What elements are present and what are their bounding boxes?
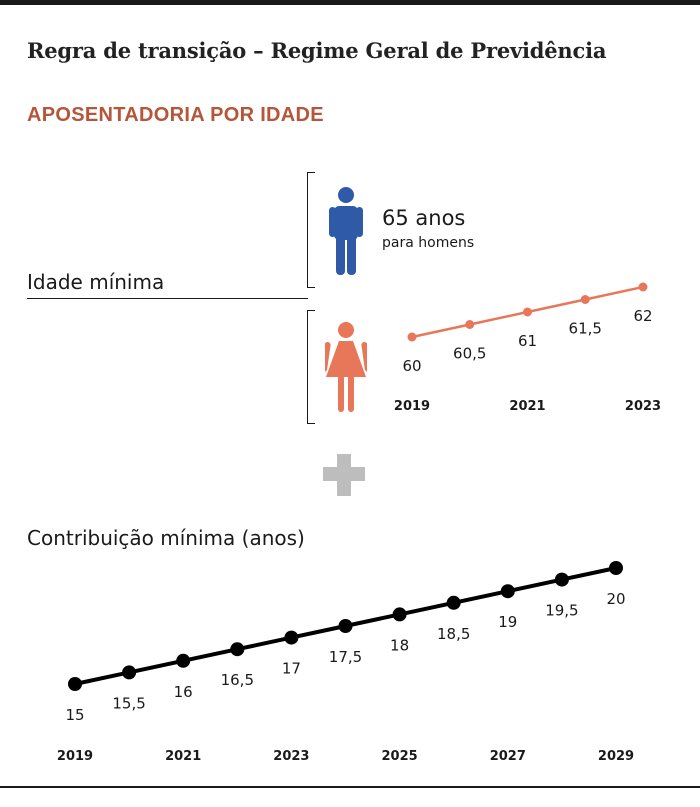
contrib-x-tick-label: 2027 — [490, 749, 526, 764]
women-x-tick-label: 2021 — [509, 399, 545, 414]
women-data-label: 61,5 — [569, 320, 602, 338]
contrib-point — [338, 619, 353, 633]
contrib-point — [230, 642, 245, 657]
contrib-data-label: 18,5 — [437, 625, 470, 643]
men-age: 65 anos — [382, 206, 466, 230]
contrib-x-tick-label: 2021 — [165, 749, 201, 764]
contrib-data-label: 19,5 — [545, 602, 578, 620]
women-x-tick-label: 2019 — [394, 399, 430, 414]
idade-minima-label: Idade mínima — [27, 270, 165, 294]
women-point — [407, 332, 417, 342]
contrib-x-tick-label: 2019 — [57, 749, 93, 764]
contrib-data-label: 15,5 — [112, 694, 145, 712]
contrib-data-label: 17 — [282, 660, 301, 678]
contrib-point — [500, 584, 515, 599]
contrib-data-label: 16 — [174, 683, 193, 701]
bottom-rule — [0, 786, 700, 788]
contrib-point — [554, 572, 569, 587]
contrib-point — [176, 653, 191, 668]
page-title: Regra de transição – Regime Geral de Pre… — [27, 38, 607, 63]
idade-divider — [27, 298, 308, 299]
contrib-point — [609, 561, 623, 575]
contrib-x-tick-label: 2029 — [598, 749, 634, 764]
contrib-point — [284, 630, 299, 645]
contrib-point — [446, 595, 461, 610]
top-rule — [0, 0, 700, 5]
women-bracket — [307, 310, 315, 424]
men-subtitle: para homens — [382, 235, 475, 251]
contrib-data-label: 17,5 — [329, 648, 362, 666]
man-icon — [328, 186, 364, 276]
contrib-data-label: 15 — [65, 706, 84, 724]
contrib-data-label: 18 — [390, 636, 409, 654]
women-x-tick-label: 2023 — [625, 399, 661, 414]
women-data-label: 61 — [518, 332, 537, 350]
contrib-point — [68, 677, 82, 691]
contrib-point — [392, 607, 407, 622]
women-point — [465, 320, 475, 329]
contrib-data-label: 20 — [606, 590, 625, 608]
contrib-data-label: 19 — [498, 613, 517, 631]
contrib-data-label: 16,5 — [221, 671, 254, 689]
contrib-x-tick-label: 2023 — [273, 749, 309, 764]
contrib-point — [122, 665, 137, 680]
women-data-label: 62 — [633, 307, 652, 325]
contribuicao-minima-label: Contribuição mínima (anos) — [27, 526, 305, 550]
women-point — [580, 295, 590, 304]
women-point — [523, 307, 532, 317]
women-data-label: 60,5 — [453, 345, 486, 363]
section-subtitle: APOSENTADORIA POR IDADE — [27, 104, 324, 126]
women-data-label: 60 — [402, 357, 421, 375]
contrib-x-tick-label: 2025 — [382, 749, 418, 764]
men-bracket — [307, 172, 315, 288]
woman-icon — [325, 321, 367, 413]
plus-icon — [323, 454, 365, 496]
women-point — [638, 282, 648, 292]
